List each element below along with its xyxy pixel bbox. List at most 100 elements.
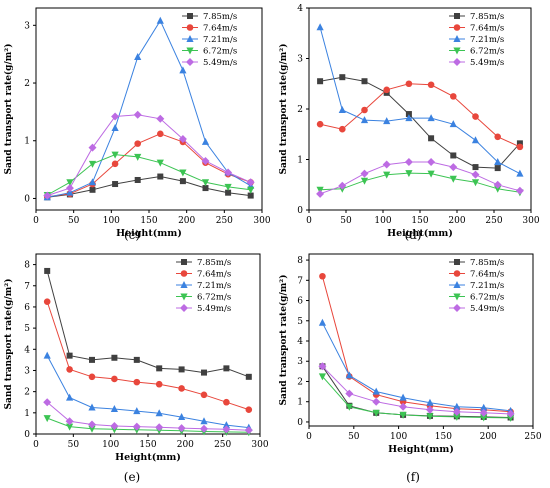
x-tick-label: 300 [251, 440, 268, 450]
legend-entry: 6.72m/s [449, 293, 504, 303]
legend-label: 7.21m/s [470, 35, 504, 45]
legend-marker [180, 270, 188, 277]
data-point [426, 398, 434, 406]
data-point [244, 426, 253, 435]
legend-label: 7.85m/s [203, 12, 237, 22]
data-point [494, 133, 501, 141]
legend-marker [453, 24, 461, 31]
data-point [506, 409, 515, 418]
x-tick-label: 0 [33, 216, 39, 226]
data-point [222, 421, 230, 429]
data-point [452, 407, 461, 416]
legend-entry: 7.85m/s [176, 258, 231, 268]
data-point [338, 181, 347, 190]
legend-marker [180, 281, 188, 288]
data-point [404, 158, 413, 167]
data-point [111, 354, 118, 361]
data-point [316, 189, 325, 198]
y-tick-label: 0 [297, 418, 303, 428]
series-5.49m/s [316, 158, 524, 198]
data-point [66, 366, 73, 373]
data-point [65, 184, 74, 193]
legend-label: 7.85m/s [197, 258, 231, 268]
panel-label-f: (f) [406, 470, 420, 484]
chart-c: 0 50 100 150 200 250 300 0 1 2 3 Height(mm) Sand tra… [3, 7, 271, 239]
legend-entry: 6.72m/s [176, 293, 231, 303]
data-point [516, 143, 524, 151]
series-7.85m/s [44, 267, 252, 380]
data-point [472, 113, 479, 120]
legend-label: 6.72m/s [197, 293, 231, 303]
legend-label: 5.49m/s [197, 304, 231, 314]
data-point [200, 424, 208, 433]
data-point [471, 179, 480, 187]
data-point [516, 140, 523, 147]
data-point [179, 178, 186, 185]
data-point [225, 189, 232, 196]
x-axis-label: Height(mm) [387, 228, 453, 239]
legend-marker [454, 13, 460, 19]
legend-entry: 7.85m/s [449, 258, 504, 268]
y-axis-label: Sand transport rate(g/m²) [3, 44, 14, 175]
x-tick-label: 50 [340, 216, 352, 226]
y-tick-label: 4 [297, 337, 303, 347]
data-point [338, 106, 346, 114]
y-tick-label: 2 [24, 79, 30, 89]
data-point [179, 169, 187, 177]
legend-label: 7.85m/s [470, 258, 504, 268]
x-tick-label: 300 [522, 216, 539, 226]
series-7.21m/s [43, 351, 253, 431]
data-point [494, 165, 501, 172]
data-point [318, 362, 327, 371]
legend-label: 7.64m/s [203, 24, 237, 34]
data-point [372, 409, 380, 417]
y-axis-label: Sand transport rate(g/m²) [278, 275, 289, 406]
series-line [47, 19, 251, 198]
data-point [339, 74, 346, 81]
data-point [133, 110, 142, 119]
series-line [320, 172, 520, 193]
data-point [88, 403, 96, 411]
data-point [156, 365, 163, 372]
legend-entry: 5.49m/s [176, 304, 231, 314]
data-point [156, 114, 165, 123]
legend-entry: 5.49m/s [449, 58, 504, 68]
data-point [134, 176, 141, 183]
legend-label: 5.49m/s [470, 304, 504, 314]
data-point [427, 114, 435, 122]
legend-marker [180, 304, 188, 312]
data-point [201, 179, 210, 187]
legend-entry: 7.64m/s [449, 24, 504, 34]
data-point [345, 389, 354, 398]
y-tick-label: 2 [297, 105, 303, 115]
data-point [178, 366, 185, 373]
legend-marker [453, 293, 461, 301]
series-line [46, 355, 249, 429]
legend-entry: 6.72m/s [449, 47, 504, 57]
data-point [43, 191, 52, 200]
data-point [427, 170, 435, 178]
data-point [471, 136, 480, 144]
data-point [383, 117, 391, 125]
data-point [516, 169, 524, 177]
data-point [44, 267, 51, 274]
data-point [66, 179, 74, 187]
data-point [426, 413, 434, 421]
data-point [224, 168, 233, 177]
data-point [66, 393, 74, 401]
data-point [111, 160, 119, 168]
y-tick-label: 8 [24, 261, 30, 271]
legend-entry: 5.49m/s [449, 304, 504, 314]
data-point [223, 398, 230, 406]
data-point [345, 371, 353, 379]
series-line [47, 175, 251, 198]
data-point [155, 423, 164, 432]
data-point [88, 425, 96, 433]
legend-entry: 7.85m/s [449, 12, 504, 22]
data-point [316, 120, 324, 128]
y-tick-label: 6 [297, 297, 303, 307]
y-tick-label: 3 [24, 21, 30, 31]
series-7.21m/s [318, 318, 515, 414]
data-point [361, 78, 368, 85]
legend-entry: 7.64m/s [182, 24, 237, 34]
